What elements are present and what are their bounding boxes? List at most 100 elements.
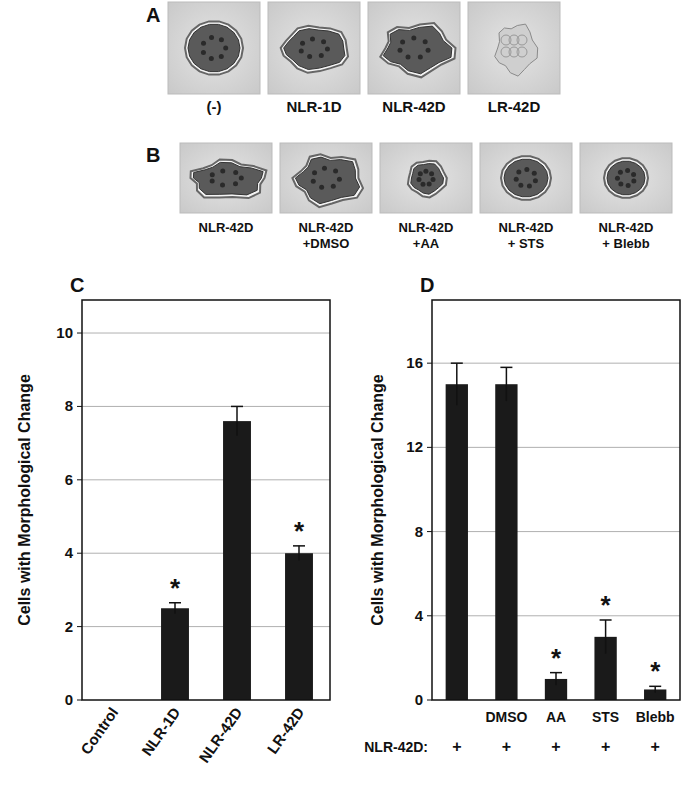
cell-detail: [516, 170, 521, 175]
cell: [188, 24, 240, 71]
micrograph: [468, 2, 560, 94]
cell-detail: [427, 182, 432, 187]
image-label: NLR-1D: [287, 98, 342, 115]
cell-detail: [239, 176, 244, 181]
image-label: + Blebb: [602, 236, 649, 251]
image-label: NLR-42D: [382, 98, 446, 115]
tick-label: 6: [65, 471, 73, 488]
image-label: NLR-42D: [599, 220, 654, 235]
error-bar: [169, 603, 181, 614]
tick-label: 8: [415, 523, 423, 540]
cell-detail: [210, 179, 215, 184]
image-label: (-): [207, 98, 222, 115]
cell-halo: [501, 156, 551, 199]
category-label: Control: [77, 704, 122, 757]
bar: [446, 384, 468, 700]
cell-detail: [618, 170, 623, 175]
cell: [284, 29, 345, 70]
cell-detail: [331, 184, 336, 189]
category-label: Blebb: [636, 709, 675, 725]
micrograph: [580, 143, 672, 213]
cell-detail: [201, 41, 206, 46]
cell-detail: [321, 39, 326, 44]
category-label: AA: [546, 709, 566, 725]
cell-detail: [532, 171, 537, 176]
treatment-mark: +: [502, 738, 511, 755]
error-bar: [649, 686, 661, 692]
cell-detail: [299, 49, 304, 54]
image-panel: A(-)NLR-1DNLR-42DLR-42D: [146, 2, 560, 115]
micrograph: [380, 143, 472, 213]
cell-detail: [429, 171, 434, 176]
error-line: [174, 603, 176, 614]
cell-detail: [421, 182, 426, 187]
cell-detail: [517, 35, 527, 45]
tick-label: 8: [65, 397, 73, 414]
cell-detail: [233, 181, 238, 186]
error-cap: [231, 406, 243, 408]
cell: [504, 159, 548, 196]
cell-detail: [300, 41, 305, 46]
cell-halo: [292, 154, 363, 207]
category-label: STS: [592, 709, 619, 725]
tick-label: 16: [406, 354, 423, 371]
error-cap: [451, 362, 463, 364]
grid-line: [432, 531, 680, 532]
treatment-mark: +: [601, 738, 610, 755]
significance-mark: *: [551, 643, 562, 673]
cell-halo: [191, 160, 267, 199]
significance-mark: *: [601, 590, 612, 620]
cell-detail: [201, 50, 206, 55]
cell-halo: [408, 161, 447, 198]
cell-detail: [398, 48, 403, 53]
bar: [495, 384, 517, 700]
cell-detail: [333, 169, 338, 174]
tick-label: 2: [65, 618, 73, 635]
cell: [411, 164, 444, 195]
cell: [607, 161, 645, 194]
cell-detail: [517, 47, 527, 57]
cell-detail: [406, 55, 411, 60]
error-bar: [600, 620, 612, 654]
error-line: [298, 546, 300, 561]
error-cap: [500, 367, 512, 369]
cell-detail: [219, 54, 224, 59]
error-bar: [500, 367, 512, 401]
cell-detail: [431, 177, 436, 182]
bar: [223, 421, 251, 700]
error-line: [456, 363, 458, 405]
cell-detail: [310, 37, 315, 42]
error-bar: [231, 406, 243, 435]
cell-detail: [417, 177, 422, 182]
cell-detail: [527, 184, 532, 189]
error-bar: [451, 363, 463, 405]
cell-detail: [426, 48, 431, 53]
axis-label: Cells with Morphological Change: [16, 374, 33, 626]
cell-detail: [625, 168, 630, 173]
bar-chart: DCells with Morphological Change0481216*…: [364, 274, 680, 755]
cell-halo: [185, 21, 243, 74]
category-label: NLR-1D: [138, 704, 184, 759]
plot-frame: [82, 300, 330, 700]
image-label: NLR-42D: [399, 220, 454, 235]
cell-detail: [312, 170, 317, 175]
grid-line: [82, 406, 330, 407]
grid-line: [432, 615, 680, 616]
tick-label: 12: [406, 438, 423, 455]
error-line: [236, 406, 238, 435]
error-bar: [293, 546, 305, 561]
cell-detail: [631, 179, 636, 184]
category-label: DMSO: [485, 709, 527, 725]
image-panel: BNLR-42DNLR-42D+DMSONLR-42D+AANLR-42D+ S…: [146, 143, 672, 251]
axis-label: Cells with Morphological Change: [369, 374, 386, 626]
cell-detail: [223, 46, 228, 51]
image-label: +DMSO: [303, 236, 350, 251]
plot-area: [446, 363, 667, 700]
cell-detail: [423, 39, 428, 44]
grid-line: [82, 333, 330, 334]
significance-mark: *: [170, 573, 181, 603]
cell-detail: [411, 36, 416, 41]
grid-line: [432, 447, 680, 448]
cell: [383, 26, 452, 74]
treatment-mark: +: [452, 738, 461, 755]
